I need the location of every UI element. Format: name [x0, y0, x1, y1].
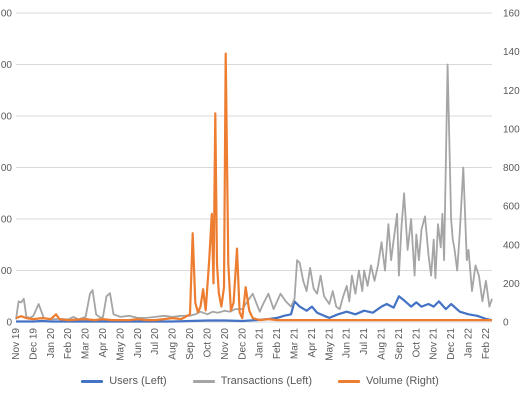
x-tick-label: Sep 21: [394, 328, 405, 360]
legend-label-transactions: Transactions (Left): [220, 375, 312, 387]
x-tick-label: Oct 21: [411, 328, 422, 358]
right-tick-label: 0: [503, 318, 509, 329]
x-tick-label: Jan 22: [464, 328, 475, 358]
series-line-transactions: [15, 63, 493, 321]
x-tick-label: Apr 21: [307, 328, 318, 358]
x-tick-label: Nov 19: [11, 328, 22, 360]
x-tick-label: Sep 20: [185, 328, 196, 360]
left-tick-label: 00: [1, 60, 13, 71]
legend-swatch-transactions: [192, 379, 215, 383]
x-tick-label: Mar 21: [289, 328, 300, 360]
x-tick-label: Feb 21: [272, 328, 283, 360]
legend-swatch-users: [81, 379, 104, 383]
x-tick-label: Feb 20: [63, 328, 74, 360]
left-tick-label: 00: [1, 163, 13, 174]
legend-swatch-volume: [338, 379, 360, 383]
left-tick-label: 00: [1, 112, 13, 123]
x-tick-label: Aug 20: [168, 328, 179, 360]
x-tick-label: May 21: [324, 328, 335, 361]
right-tick-label: 800: [503, 163, 520, 174]
series-layer: [15, 52, 493, 323]
x-tick-label: Dec 19: [28, 328, 39, 360]
x-tick-label: Dec 20: [237, 328, 248, 360]
x-tick-label: Nov 21: [429, 328, 440, 360]
right-tick-label: 400: [503, 240, 520, 251]
x-tick-label: Feb 22: [481, 328, 492, 360]
x-tick-label: Jun 21: [342, 328, 353, 358]
legend-item-volume[interactable]: Volume (Right): [338, 375, 439, 387]
right-axis: 0 200 400 600 800 1000 1200 1400 160: [503, 9, 520, 329]
right-tick-label: 600: [503, 202, 520, 213]
x-tick-label: Jun 20: [133, 328, 144, 358]
x-axis: Nov 19 Dec 19 Jan 20 Feb 20 Mar 20 Apr 20 May …: [11, 328, 492, 361]
x-tick-label: Oct 20: [202, 328, 213, 358]
series-line-volume: [15, 52, 492, 322]
x-tick-label: Aug 21: [376, 328, 387, 360]
right-tick-label: 200: [503, 279, 520, 290]
right-tick-label: 1200: [503, 86, 520, 97]
x-tick-label: Apr 20: [98, 328, 109, 358]
x-tick-label: Jan 20: [46, 328, 57, 358]
legend-item-transactions[interactable]: Transactions (Left): [192, 375, 312, 387]
right-tick-label: 160: [503, 9, 520, 20]
x-tick-label: Dec 21: [446, 328, 457, 360]
legend-label-users: Users (Left): [109, 375, 167, 387]
x-tick-label: Jul 20: [150, 328, 161, 355]
gridlines: [16, 12, 492, 271]
series-line-users: [16, 295, 492, 323]
left-tick-label: 0: [6, 318, 12, 329]
left-tick-label: 00: [1, 215, 13, 226]
legend: Users (Left) Transactions (Left) Volume …: [0, 372, 520, 390]
right-tick-label: 1400: [503, 47, 520, 58]
x-tick-label: Jul 21: [359, 328, 370, 355]
x-tick-label: Jan 21: [255, 328, 266, 358]
x-tick-label: May 20: [115, 328, 126, 361]
x-tick-label: Mar 20: [81, 328, 92, 360]
left-tick-label: 00: [1, 266, 13, 277]
legend-item-users[interactable]: Users (Left): [81, 375, 167, 387]
left-tick-label: 00: [1, 9, 13, 20]
right-tick-label: 1000: [503, 124, 520, 135]
legend-label-volume: Volume (Right): [366, 375, 439, 387]
x-tick-label: Nov 20: [220, 328, 231, 360]
